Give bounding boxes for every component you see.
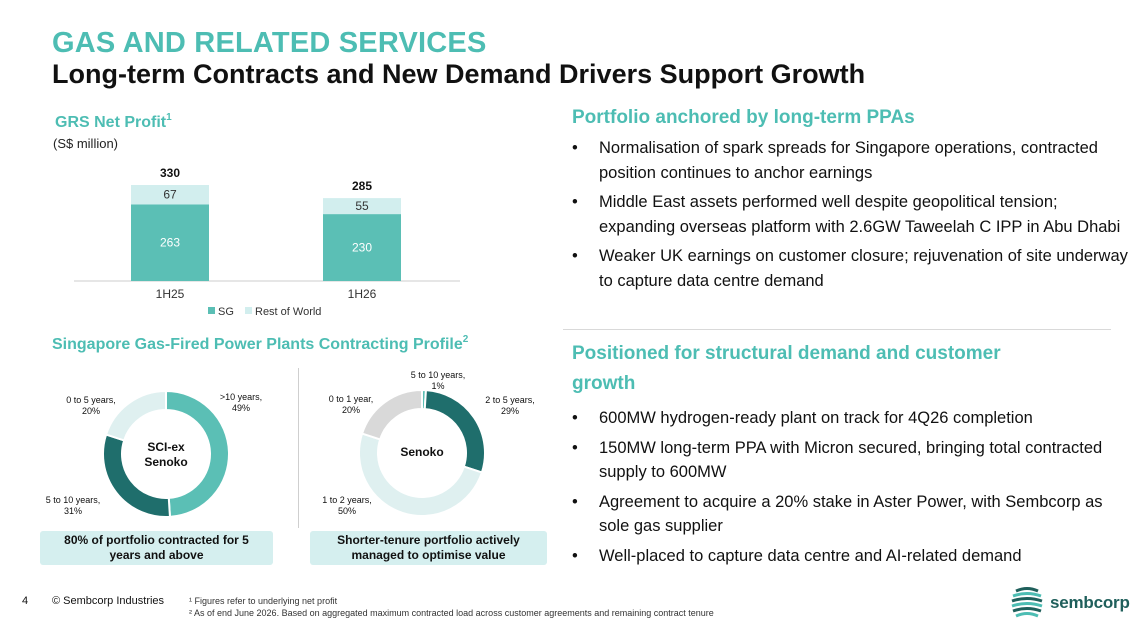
bar-value-label: 55	[355, 199, 369, 213]
donut2-center-label: Senoko	[400, 445, 444, 459]
donut-slice-0-to-1-year	[360, 390, 423, 441]
bullet-marker: •	[572, 193, 578, 211]
bar-value-label: 67	[163, 188, 177, 202]
contracting-title-text: Singapore Gas-Fired Power Plants Contrac…	[52, 336, 463, 353]
bar-total-label: 330	[160, 166, 180, 180]
bullet-text: Middle East assets performed well despit…	[599, 193, 1121, 236]
donut1-center-line1: SCI-ex	[147, 440, 185, 454]
footnote-ref-2: 2	[462, 334, 469, 345]
donut-divider	[298, 368, 299, 528]
bullet-marker: •	[572, 492, 578, 511]
bar-sg	[323, 214, 401, 281]
sembcorp-logo-text: sembcorp	[1050, 593, 1130, 612]
donut2-callout: Shorter-tenure portfolio actively manage…	[310, 531, 547, 565]
donut2-label-0to1-line2: 20%	[341, 405, 360, 415]
donut-slice--10-years	[165, 391, 229, 517]
bullet-text: 600MW hydrogen-ready plant on track for …	[599, 409, 1033, 427]
donut2-label-1to2-line2: 50%	[337, 506, 356, 516]
donut1-label-0to5-line1: 0 to 5 years,	[66, 395, 116, 405]
donut1-center-line2: Senoko	[144, 455, 188, 469]
bullet-marker: •	[572, 247, 578, 265]
footnotes: ¹ Figures refer to underlying net profit…	[189, 595, 714, 619]
senoko-donut-chart	[359, 390, 485, 516]
bullet-text: Weaker UK earnings on customer closure; …	[599, 247, 1128, 290]
x-tick-label: 1H26	[348, 287, 377, 301]
section2-bullet: • Agreement to acquire a 20% stake in Ast…	[572, 490, 1135, 539]
section2-bullet: • Well-placed to capture data centre and …	[572, 544, 1135, 569]
bullet-text: Well-placed to capture data centre and A…	[599, 546, 1022, 565]
donut1-label-over10-line1: >10 years,	[219, 392, 263, 402]
net-profit-bar-chart: 263 67 330 1H25 230 55 285 1H26 SG Rest of World	[74, 166, 460, 318]
donut2-label-2to5-line2: 29%	[500, 406, 519, 416]
section1-bullet-list: • Normalisation of spark spreads for Sing…	[572, 136, 1135, 298]
donut2-label-1to2: 1 to 2 years, 50%	[312, 495, 382, 517]
donut1-center-label: SCI-ex Senoko	[126, 440, 206, 470]
legend-label: Rest of World	[255, 306, 321, 318]
donut1-label-5to10-line1: 5 to 10 years,	[45, 495, 101, 505]
donut2-label-5to10-line2: 1%	[431, 381, 445, 391]
section1-bullet: • Normalisation of spark spreads for Sing…	[572, 136, 1135, 185]
bar-value-label: 263	[160, 236, 180, 250]
donut1-label-5to10: 5 to 10 years, 31%	[38, 495, 108, 517]
bullet-text: Normalisation of spark spreads for Singa…	[599, 139, 1098, 182]
copyright: © Sembcorp Industries	[52, 595, 165, 607]
legend-swatch	[208, 307, 215, 314]
donut-slice-1-to-2-years	[359, 432, 484, 516]
footnote-2: ² As of end June 2026. Based on aggregat…	[189, 608, 714, 618]
donut2-label-2to5-line1: 2 to 5 years,	[485, 395, 535, 405]
section2-heading-line2: growth	[572, 373, 636, 394]
net-profit-chart-title: GRS Net Profit1	[55, 112, 172, 132]
bullet-marker: •	[572, 438, 578, 457]
bullet-marker: •	[572, 139, 578, 157]
bullet-marker: •	[572, 546, 578, 565]
donut-slice-0-to-5-years	[104, 391, 167, 442]
bar-value-label: 230	[352, 241, 372, 255]
section2-heading: Positioned for structural demand and cus…	[572, 339, 1001, 399]
footnote-ref-1: 1	[166, 112, 172, 123]
sembcorp-logo-icon	[1011, 587, 1043, 618]
page-number: 4	[22, 595, 29, 607]
donut1-label-5to10-line2: 31%	[63, 506, 82, 516]
section-divider	[563, 329, 1111, 330]
donut2-label-5to10-line1: 5 to 10 years,	[410, 370, 466, 380]
donut1-label-0to5-line2: 20%	[81, 406, 100, 416]
legend-swatch	[245, 307, 252, 314]
donut2-label-1to2-line1: 1 to 2 years,	[322, 495, 372, 505]
section2-bullet-list: • 600MW hydrogen-ready plant on track for…	[572, 406, 1135, 573]
section2-heading-line1: Positioned for structural demand and cus…	[572, 343, 1001, 364]
section-title: GAS AND RELATED SERVICES	[52, 27, 487, 59]
donut1-label-over10-line2: 49%	[231, 403, 250, 413]
sembcorp-logo: sembcorp	[1008, 585, 1130, 621]
donut2-label-0to1-line1: 0 to 1 year,	[328, 394, 374, 404]
section1-heading: Portfolio anchored by long-term PPAs	[572, 107, 915, 128]
donut1-label-0to5: 0 to 5 years, 20%	[56, 395, 126, 417]
bullet-text: Agreement to acquire a 20% stake in Aste…	[599, 492, 1103, 536]
section1-bullet: • Middle East assets performed well despi…	[572, 190, 1135, 239]
donut1-label-over10: >10 years, 49%	[206, 392, 276, 414]
section2-bullet: • 150MW long-term PPA with Micron secured…	[572, 436, 1135, 485]
donut2-label-5to10: 5 to 10 years, 1%	[403, 370, 473, 392]
section1-bullet: • Weaker UK earnings on customer closure;…	[572, 244, 1135, 293]
bullet-marker: •	[572, 409, 578, 427]
net-profit-title-text: GRS Net Profit	[55, 114, 167, 131]
bullet-text: 150MW long-term PPA with Micron secured,…	[599, 438, 1103, 482]
bar-sg	[131, 204, 209, 281]
donut1-callout: 80% of portfolio contracted for 5 years …	[40, 531, 273, 565]
footnote-1: ¹ Figures refer to underlying net profit	[189, 596, 338, 606]
section2-bullet: • 600MW hydrogen-ready plant on track for…	[572, 406, 1135, 431]
donut2-label-0to1: 0 to 1 year, 20%	[316, 394, 386, 416]
legend-label: SG	[218, 306, 234, 318]
bar-total-label: 285	[352, 179, 372, 193]
page-title: Long-term Contracts and New Demand Drive…	[52, 59, 866, 89]
bar-rest-of-world	[323, 198, 401, 215]
bar-rest-of-world	[131, 185, 209, 205]
sci-ex-senoko-donut-chart	[103, 391, 229, 517]
x-tick-label: 1H25	[156, 287, 185, 301]
donut2-label-2to5: 2 to 5 years, 29%	[475, 395, 545, 417]
contracting-profile-title: Singapore Gas-Fired Power Plants Contrac…	[52, 334, 469, 354]
net-profit-unit: (S$ million)	[53, 136, 119, 151]
